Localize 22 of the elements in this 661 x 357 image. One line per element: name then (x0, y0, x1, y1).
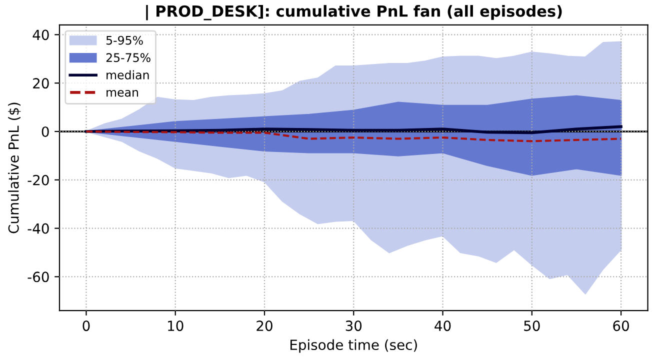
x-tick-label: 20 (256, 320, 272, 332)
x-axis-title: Episode time (sec) (290, 339, 417, 353)
x-tick-label: 50 (524, 320, 540, 332)
x-tick-label: 0 (82, 320, 90, 332)
y-tick-label: 20 (33, 78, 49, 89)
y-tick-label: 40 (32, 30, 49, 40)
x-tick-label: 10 (168, 320, 184, 332)
legend-label: median (106, 70, 149, 80)
line-series (85, 130, 622, 142)
chart-title: | PROD_DESK]: cumulative PnL fan (all episodes) (146, 4, 562, 20)
legend-label: 25-75% (106, 53, 150, 62)
y-tick-label: -40 (28, 223, 49, 234)
x-tick-label: 30 (346, 320, 362, 332)
y-tick-label: -60 (28, 272, 49, 282)
legend-label: 5-95% (106, 36, 143, 45)
x-tick-label: 40 (434, 320, 451, 332)
y-axis-title: Cumulative PnL ($) (8, 102, 21, 234)
y-tick-label: -20 (28, 174, 49, 186)
y-tick-label: 0 (42, 126, 49, 137)
x-tick-label: 60 (613, 320, 629, 332)
legend-label: mean (106, 90, 138, 97)
line-series (84, 125, 622, 134)
